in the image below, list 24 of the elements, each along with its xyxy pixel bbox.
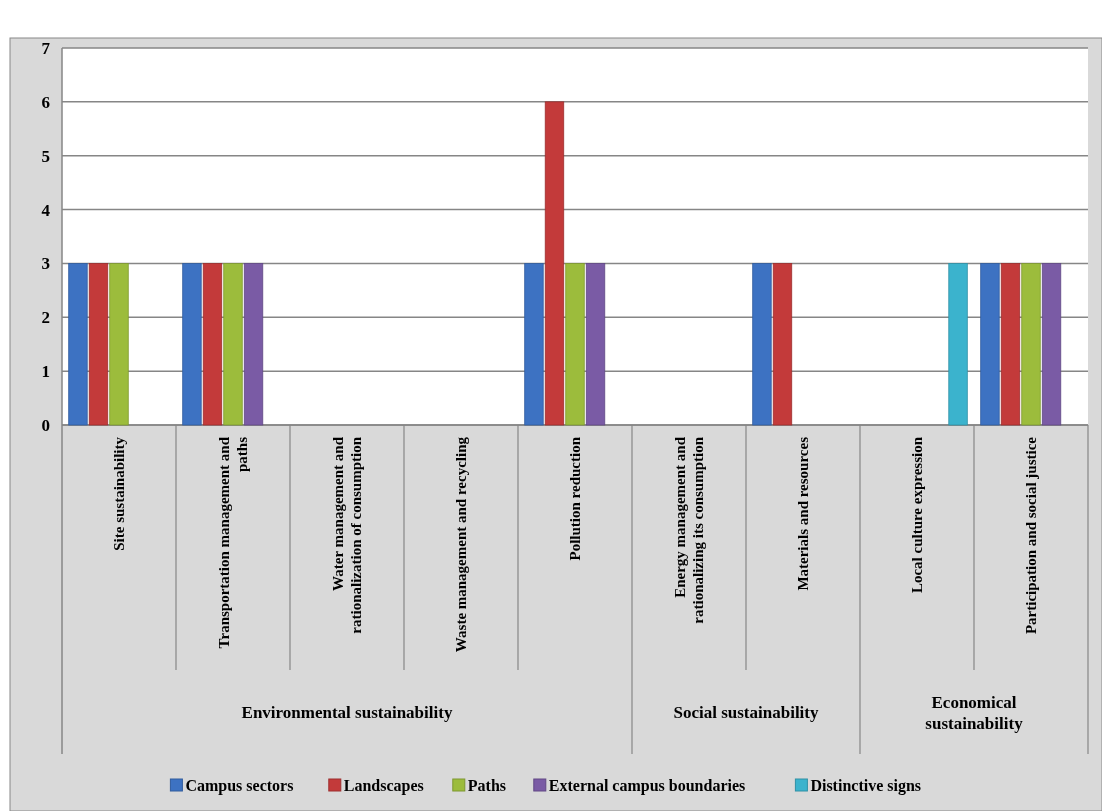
legend-label: Distinctive signs: [810, 776, 922, 795]
x-tick-label: Pollution reduction: [567, 436, 584, 561]
legend-label: Paths: [467, 776, 507, 794]
x-tick-label: Site sustainability: [111, 436, 128, 551]
y-tick-label: 1: [41, 362, 50, 382]
y-tick-label: 6: [41, 92, 50, 112]
x-tick-label: Materials and resources: [795, 436, 812, 591]
x-tick-label: Local culture expression: [909, 436, 926, 594]
y-tick-label: 3: [41, 254, 50, 274]
x-tick-label: Transportation management and paths: [216, 436, 251, 649]
x-tick-label: Waste management and recycling: [453, 436, 470, 653]
x-tick-label: Energy management and rationalizing its consumption: [672, 436, 707, 624]
text: Environmental sustainability: [241, 702, 453, 722]
y-tick-label: 2: [41, 308, 50, 328]
text: Economical sustainability: [925, 692, 1024, 733]
x-tick-label: Participation and social justice: [1023, 436, 1040, 635]
text: Social sustainability: [673, 702, 819, 722]
legend-label: External campus boundaries: [548, 776, 746, 795]
y-tick-label: 0: [41, 415, 50, 435]
legend-label: Campus sectors: [185, 776, 294, 795]
y-tick-label: 7: [41, 38, 51, 58]
legend-label: Landscapes: [343, 776, 424, 795]
y-tick-label: 5: [41, 146, 50, 166]
y-tick-label: 4: [41, 200, 51, 220]
